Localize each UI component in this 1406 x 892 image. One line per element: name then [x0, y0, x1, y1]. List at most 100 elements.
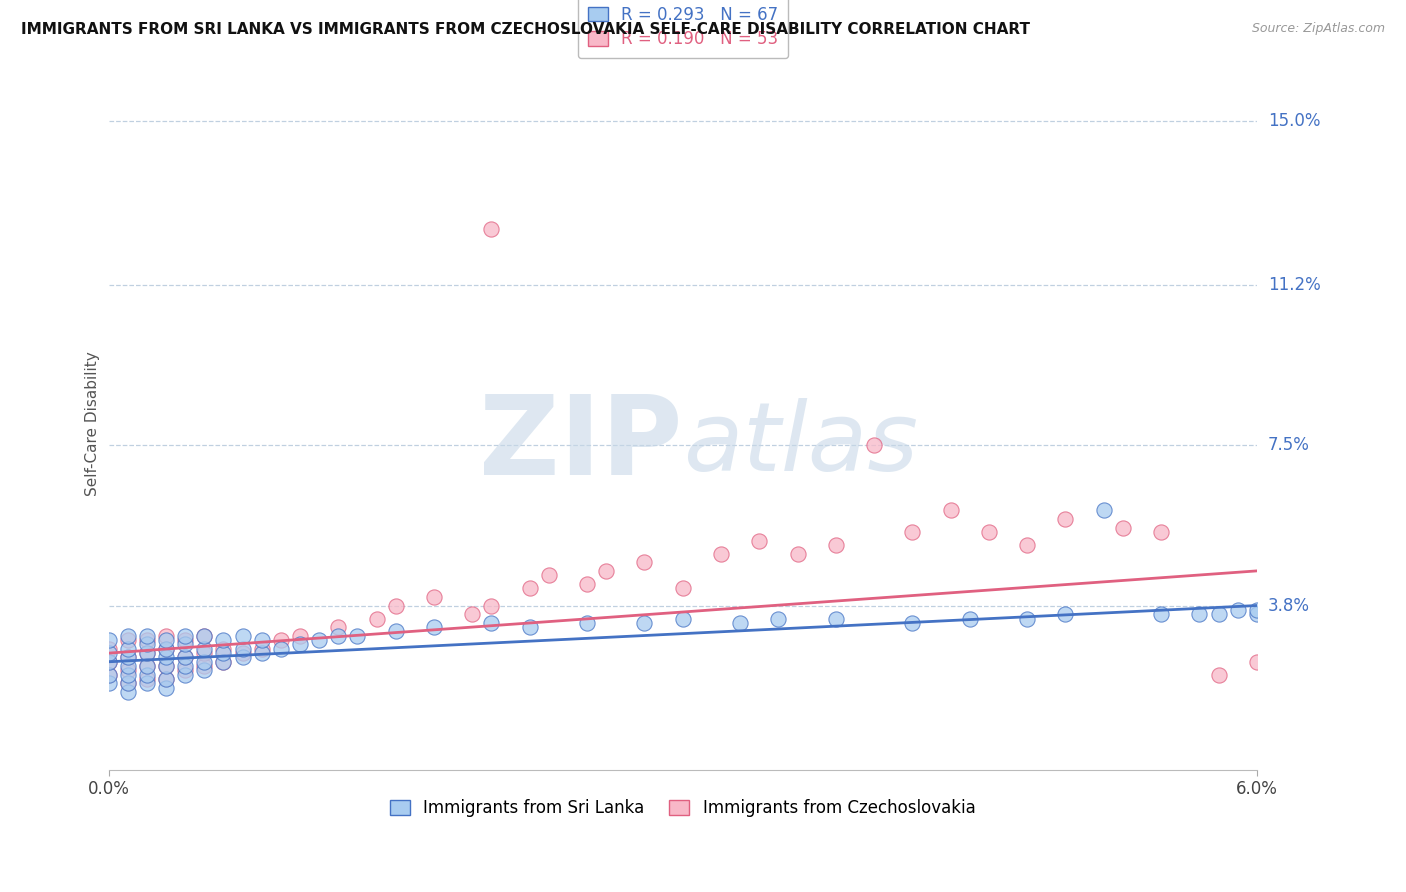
Point	[155, 672, 177, 686]
Point	[232, 650, 254, 665]
Point	[135, 667, 157, 681]
Point	[193, 655, 215, 669]
Point	[193, 659, 215, 673]
Point	[595, 564, 617, 578]
Point	[633, 555, 655, 569]
Point	[1112, 520, 1135, 534]
Y-axis label: Self-Care Disability: Self-Care Disability	[86, 351, 100, 496]
Point	[97, 655, 120, 669]
Point	[250, 633, 273, 648]
Point	[135, 638, 157, 652]
Point	[728, 615, 751, 630]
Point	[212, 655, 235, 669]
Point	[1092, 503, 1115, 517]
Point	[117, 629, 139, 643]
Point	[537, 568, 560, 582]
Point	[270, 641, 292, 656]
Point	[135, 659, 157, 673]
Point	[97, 633, 120, 648]
Point	[193, 629, 215, 643]
Point	[155, 681, 177, 695]
Point	[174, 650, 197, 665]
Point	[1246, 655, 1268, 669]
Point	[1150, 524, 1173, 539]
Text: Source: ZipAtlas.com: Source: ZipAtlas.com	[1251, 22, 1385, 36]
Point	[366, 611, 388, 625]
Point	[423, 590, 446, 604]
Point	[901, 524, 924, 539]
Text: IMMIGRANTS FROM SRI LANKA VS IMMIGRANTS FROM CZECHOSLOVAKIA SELF-CARE DISABILITY: IMMIGRANTS FROM SRI LANKA VS IMMIGRANTS …	[21, 22, 1031, 37]
Point	[576, 577, 599, 591]
Point	[155, 641, 177, 656]
Point	[1054, 607, 1077, 622]
Point	[288, 629, 311, 643]
Point	[1246, 607, 1268, 622]
Point	[1054, 512, 1077, 526]
Point	[328, 620, 350, 634]
Legend: Immigrants from Sri Lanka, Immigrants from Czechoslovakia: Immigrants from Sri Lanka, Immigrants fr…	[384, 793, 983, 824]
Point	[174, 664, 197, 678]
Point	[174, 629, 197, 643]
Point	[155, 659, 177, 673]
Point	[155, 650, 177, 665]
Point	[461, 607, 484, 622]
Point	[786, 547, 808, 561]
Text: atlas: atlas	[683, 398, 918, 491]
Point	[155, 641, 177, 656]
Point	[97, 667, 120, 681]
Point	[479, 615, 502, 630]
Point	[824, 538, 846, 552]
Point	[346, 629, 368, 643]
Point	[97, 641, 120, 656]
Point	[232, 629, 254, 643]
Point	[633, 615, 655, 630]
Point	[1208, 607, 1230, 622]
Point	[232, 641, 254, 656]
Point	[768, 611, 790, 625]
Point	[117, 664, 139, 678]
Point	[250, 646, 273, 660]
Point	[97, 667, 120, 681]
Point	[117, 641, 139, 656]
Point	[135, 672, 157, 686]
Point	[1208, 667, 1230, 681]
Point	[97, 646, 120, 660]
Point	[1150, 607, 1173, 622]
Point	[117, 659, 139, 673]
Point	[250, 641, 273, 656]
Point	[288, 638, 311, 652]
Point	[212, 655, 235, 669]
Point	[212, 646, 235, 660]
Point	[155, 659, 177, 673]
Text: 7.5%: 7.5%	[1268, 436, 1310, 454]
Point	[1226, 603, 1249, 617]
Text: 3.8%: 3.8%	[1268, 597, 1310, 615]
Point	[824, 611, 846, 625]
Point	[519, 581, 541, 595]
Point	[174, 667, 197, 681]
Point	[863, 438, 886, 452]
Point	[117, 633, 139, 648]
Point	[174, 633, 197, 648]
Point	[1017, 538, 1039, 552]
Point	[174, 650, 197, 665]
Point	[672, 611, 695, 625]
Point	[384, 599, 406, 613]
Point	[212, 633, 235, 648]
Point	[117, 685, 139, 699]
Point	[901, 615, 924, 630]
Point	[193, 629, 215, 643]
Point	[193, 646, 215, 660]
Point	[135, 676, 157, 690]
Point	[117, 667, 139, 681]
Point	[97, 676, 120, 690]
Point	[155, 633, 177, 648]
Point	[328, 629, 350, 643]
Point	[939, 503, 962, 517]
Point	[117, 676, 139, 690]
Point	[155, 672, 177, 686]
Point	[710, 547, 733, 561]
Point	[576, 615, 599, 630]
Point	[193, 641, 215, 656]
Point	[977, 524, 1000, 539]
